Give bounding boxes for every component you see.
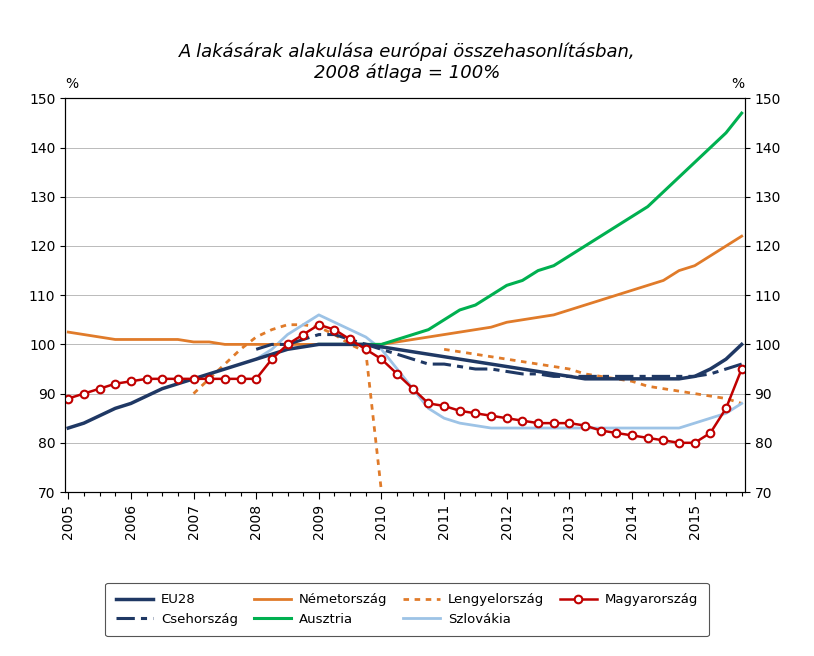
Text: %: %: [732, 77, 745, 91]
Text: A lakásárak alakulása európai összehasonlításban,
2008 átlaga = 100%: A lakásárak alakulása európai összehason…: [179, 42, 635, 82]
Text: %: %: [65, 77, 78, 91]
Legend: EU28, Csehország, Németország, Ausztria, Lengyelország, Szlovákia, Magyarország: EU28, Csehország, Németország, Ausztria,…: [105, 583, 709, 636]
